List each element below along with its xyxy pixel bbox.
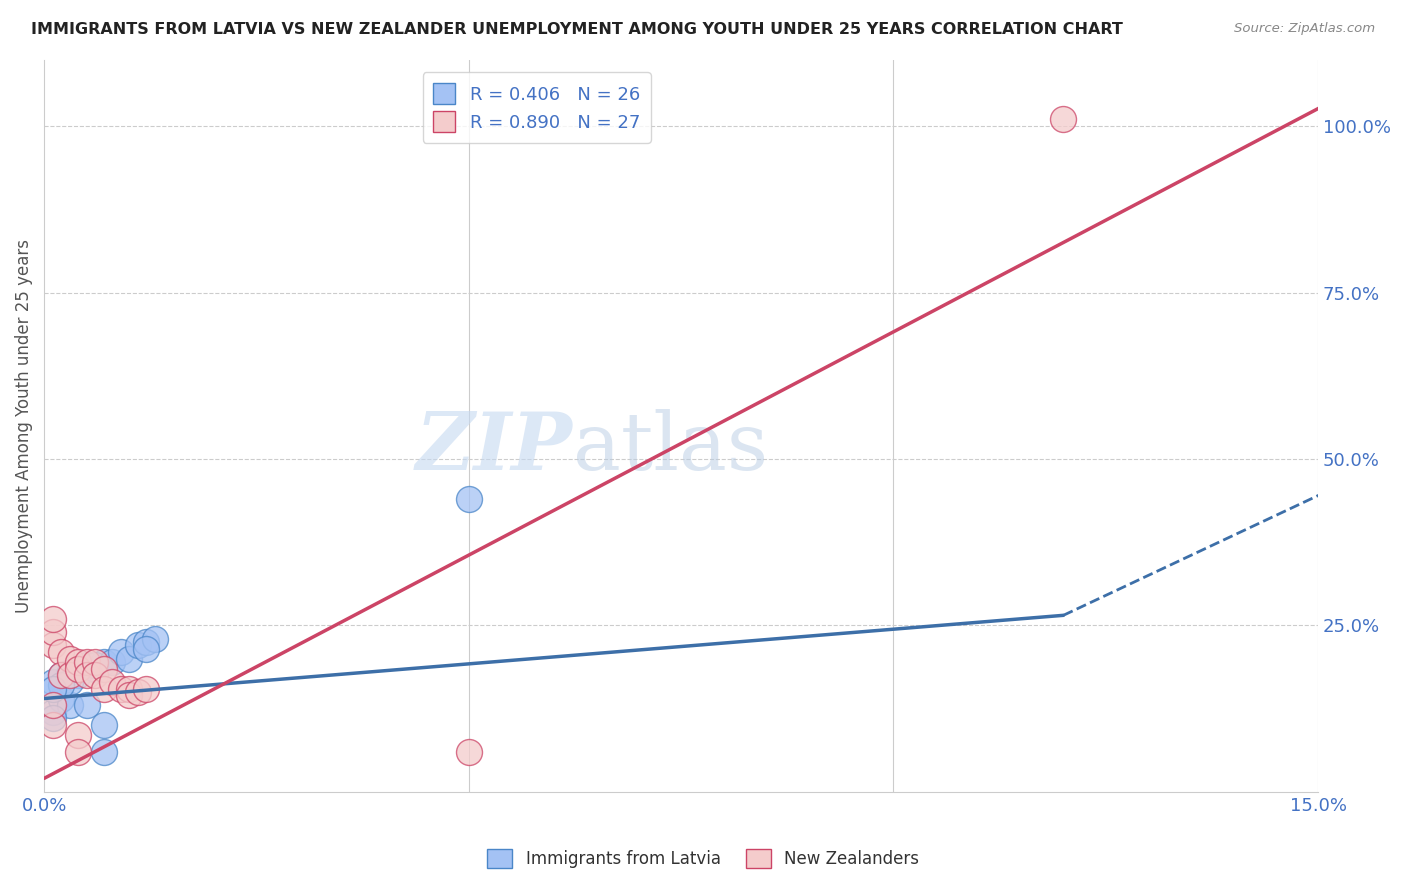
Point: [457, 491, 479, 506]
Point: [49, 668, 72, 682]
Point: [41, 698, 63, 713]
Point: [84, 658, 107, 673]
Point: [76, 658, 98, 673]
Point: [135, 681, 157, 696]
Point: [84, 655, 107, 669]
Point: [41, 705, 63, 719]
Point: [41, 718, 63, 732]
Point: [93, 655, 115, 669]
Point: [127, 638, 149, 652]
Point: [49, 645, 72, 659]
Point: [58, 674, 80, 689]
Point: [135, 641, 157, 656]
Legend: R = 0.406   N = 26, R = 0.890   N = 27: R = 0.406 N = 26, R = 0.890 N = 27: [423, 72, 651, 143]
Point: [118, 651, 141, 665]
Point: [93, 662, 115, 676]
Text: atlas: atlas: [572, 409, 768, 487]
Point: [101, 655, 124, 669]
Point: [118, 688, 141, 702]
Point: [457, 745, 479, 759]
Point: [49, 678, 72, 692]
Point: [93, 681, 115, 696]
Point: [118, 681, 141, 696]
Point: [67, 662, 90, 676]
Point: [135, 635, 157, 649]
Point: [58, 668, 80, 682]
Point: [1052, 112, 1074, 127]
Point: [76, 655, 98, 669]
Point: [93, 718, 115, 732]
Point: [143, 632, 166, 646]
Text: ZIP: ZIP: [416, 409, 572, 486]
Point: [67, 745, 90, 759]
Point: [76, 698, 98, 713]
Point: [84, 668, 107, 682]
Legend: Immigrants from Latvia, New Zealanders: Immigrants from Latvia, New Zealanders: [481, 842, 925, 875]
Point: [58, 665, 80, 679]
Point: [41, 711, 63, 725]
Point: [76, 668, 98, 682]
Point: [110, 681, 132, 696]
Text: Source: ZipAtlas.com: Source: ZipAtlas.com: [1234, 22, 1375, 36]
Point: [93, 745, 115, 759]
Point: [49, 691, 72, 706]
Text: IMMIGRANTS FROM LATVIA VS NEW ZEALANDER UNEMPLOYMENT AMONG YOUTH UNDER 25 YEARS : IMMIGRANTS FROM LATVIA VS NEW ZEALANDER …: [31, 22, 1123, 37]
Point: [58, 651, 80, 665]
Point: [49, 668, 72, 682]
Point: [84, 662, 107, 676]
Point: [127, 685, 149, 699]
Point: [41, 638, 63, 652]
Point: [41, 674, 63, 689]
Point: [67, 655, 90, 669]
Point: [110, 645, 132, 659]
Point: [41, 624, 63, 639]
Point: [101, 674, 124, 689]
Point: [41, 681, 63, 696]
Y-axis label: Unemployment Among Youth under 25 years: Unemployment Among Youth under 25 years: [15, 239, 32, 613]
Point: [58, 698, 80, 713]
Point: [67, 668, 90, 682]
Point: [41, 612, 63, 626]
Point: [67, 728, 90, 742]
